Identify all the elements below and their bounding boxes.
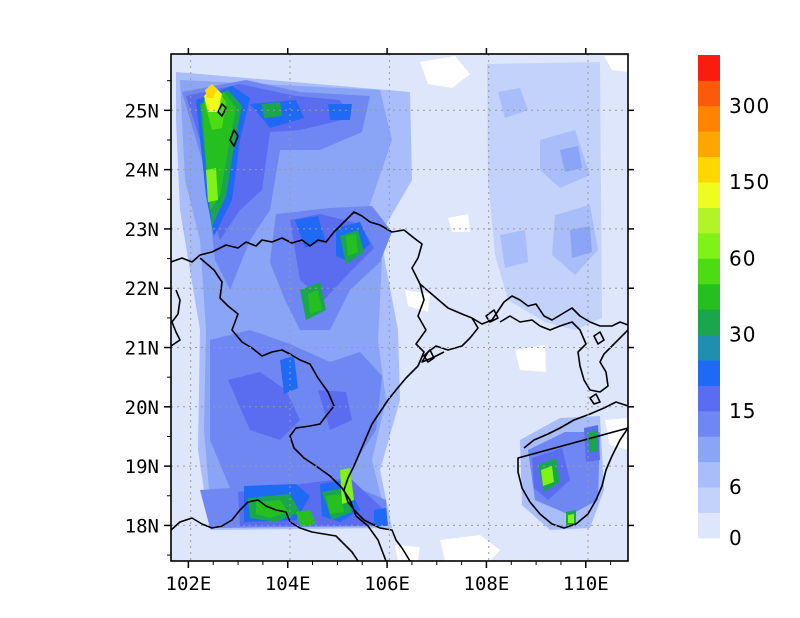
- vietnam-laos-border: [199, 257, 387, 561]
- colorbar-box: [698, 283, 720, 310]
- x-tick-label: 106E: [364, 573, 410, 595]
- y-tick-label: 18N: [125, 515, 159, 537]
- colorbar-box: [698, 410, 720, 437]
- y-tick-label: 24N: [125, 160, 159, 182]
- hainan-rain-area: [520, 416, 604, 530]
- colorbar-box: [698, 487, 720, 513]
- colorbar-box: [698, 131, 720, 158]
- x-tick-label: 108E: [464, 573, 510, 595]
- china-vietnam-laos-border: [171, 211, 628, 327]
- colorbar-label: 30: [729, 323, 756, 347]
- colorbar-labels: 0 6 15 30 60 150 300: [729, 94, 770, 550]
- colorbar-box: [698, 156, 720, 183]
- y-tick-label: 22N: [125, 278, 159, 300]
- hainan-coastline: [517, 401, 628, 529]
- colorbar-box: [698, 105, 720, 132]
- coastal-islands: [217, 103, 605, 405]
- colorbar-box: [698, 207, 720, 234]
- colorbar-box: [698, 309, 720, 336]
- colorbar-label: 0: [729, 526, 743, 550]
- x-axis-ticks: 102E 104E 106E 108E 110E: [166, 48, 612, 595]
- colorbar-box: [698, 436, 720, 463]
- colorbar-boxes: [698, 55, 720, 539]
- boundary-lines: [171, 103, 628, 561]
- colorbar-box: [698, 182, 720, 208]
- colorbar-box: [698, 385, 720, 412]
- map-frame: [170, 53, 629, 562]
- x-tick-label: 102E: [166, 573, 212, 595]
- western-border: [171, 289, 181, 347]
- colorbar-label: 6: [729, 475, 743, 499]
- x-tick-label: 104E: [265, 573, 311, 595]
- colorbar-label: 15: [729, 399, 756, 423]
- eastern-rain-area: [487, 62, 602, 330]
- colorbar-label: 150: [729, 170, 770, 194]
- laos-cambodia-border: [171, 499, 359, 561]
- y-tick-label: 25N: [125, 100, 159, 122]
- colorbar-box: [698, 334, 720, 361]
- y-tick-label: 19N: [125, 456, 159, 478]
- colorbar-box: [698, 55, 720, 81]
- y-tick-label: 23N: [125, 219, 159, 241]
- gridlines: [171, 54, 628, 561]
- colorbar-label: 300: [729, 94, 770, 118]
- y-tick-label: 20N: [125, 397, 159, 419]
- colorbar-label: 60: [729, 246, 756, 270]
- colorbar-box: [698, 461, 720, 488]
- blank-areas: [395, 56, 628, 561]
- vietnam-coastline: [343, 283, 427, 561]
- y-tick-label: 21N: [125, 338, 159, 360]
- colorbar-box: [698, 80, 720, 107]
- x-tick-label: 110E: [563, 573, 609, 595]
- colorbar-box: [698, 258, 720, 285]
- colorbar: 0 6 15 30 60 150 300: [698, 55, 770, 550]
- colorbar-box: [698, 512, 720, 539]
- colorbar-box: [698, 232, 720, 259]
- colorbar-box: [698, 360, 720, 386]
- map-panel: 102E 104E 106E 108E 110E 18N 19N 20N 21N 22N 23N 2…: [125, 48, 634, 595]
- western-rain-area: [176, 72, 412, 530]
- y-axis-ticks: 18N 19N 20N 21N 22N 23N 24N 25N: [125, 80, 634, 556]
